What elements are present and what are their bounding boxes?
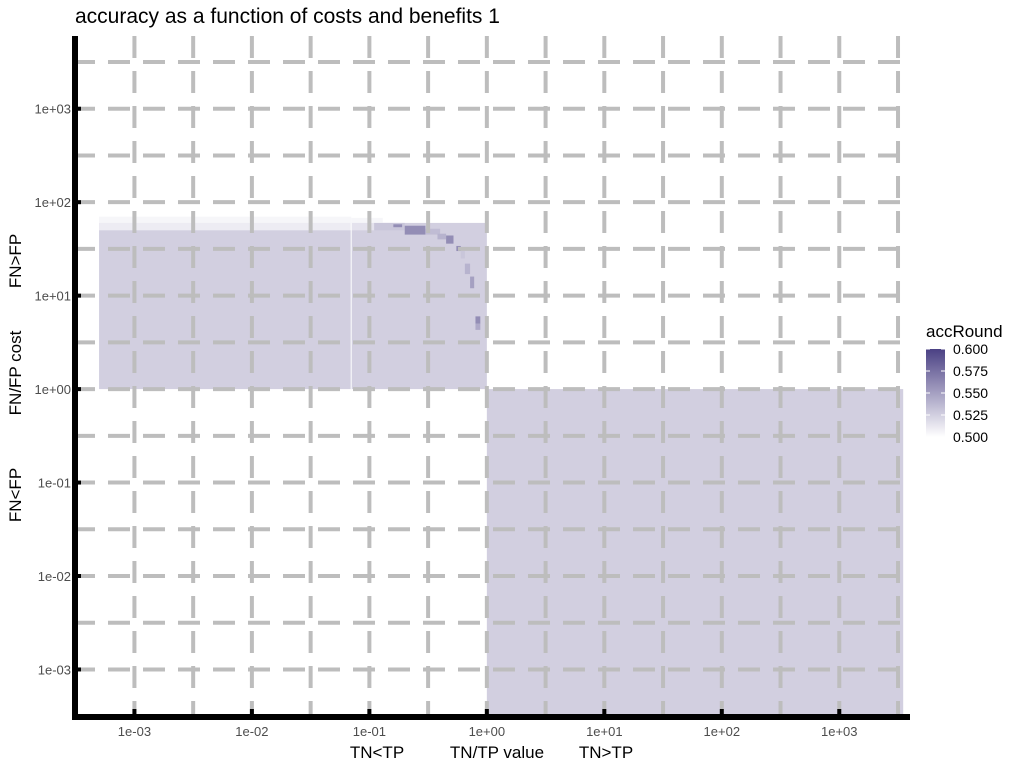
y-tick-label: 1e+03 — [34, 102, 71, 117]
y-axis-label-top: FN>FP — [6, 234, 25, 288]
x-axis-label-right: TN>TP — [579, 743, 633, 762]
x-axis-label-center: TN/TP value — [450, 743, 544, 762]
y-tick-label: 1e-01 — [38, 476, 71, 491]
x-tick-label: 1e+00 — [469, 724, 506, 739]
heatmap-cell-1 — [486, 389, 904, 715]
y-tick-label: 1e+01 — [34, 289, 71, 304]
legend-tick-label: 0.600 — [953, 341, 988, 357]
y-tick-label: 1e-03 — [38, 662, 71, 677]
heatmap-cell-6 — [374, 222, 405, 231]
heatmap-cell-17 — [475, 323, 481, 330]
legend-tick-label: 0.500 — [953, 429, 988, 445]
axes — [72, 36, 910, 720]
y-axis-label-bottom: FN<FP — [6, 468, 25, 522]
heatmap-cell-4 — [351, 217, 383, 223]
y-axis-label-center: FN/FP cost — [6, 330, 25, 415]
legend-tick-label: 0.575 — [953, 363, 988, 379]
heatmap-cell-5 — [351, 222, 375, 231]
heatmap-cell-3 — [99, 222, 352, 231]
y-tick-label: 1e+00 — [34, 382, 71, 397]
grid-lines — [73, 36, 910, 717]
heatmap-cell-9 — [425, 228, 441, 235]
heatmap-cell-11 — [446, 235, 454, 244]
heatmap-cell-7 — [393, 224, 403, 228]
legend-ticks: 0.600 0.575 0.550 0.525 0.500 — [926, 341, 988, 445]
heatmap-cell-13 — [460, 251, 465, 259]
x-tick-label: 1e+03 — [821, 724, 858, 739]
x-tick-label: 1e-03 — [118, 724, 151, 739]
x-tick-label: 1e+01 — [586, 724, 623, 739]
heatmap-cell-10 — [437, 233, 447, 240]
x-tick-label: 1e+02 — [704, 724, 741, 739]
x-tick-label: 1e-01 — [353, 724, 386, 739]
heatmap-cell-16 — [475, 316, 481, 324]
x-axis-label-left: TN<TP — [350, 743, 404, 762]
heatmap-cells — [99, 216, 904, 715]
y-tick-label: 1e-02 — [38, 569, 71, 584]
heatmap-cell-15 — [470, 276, 475, 289]
heatmap-cell-14 — [464, 263, 471, 275]
legend: accRound 0.600 0.575 0.550 0.525 0.500 — [926, 322, 1003, 445]
y-tick-label: 1e+02 — [34, 195, 71, 210]
x-tick-label: 1e-02 — [235, 724, 268, 739]
tick-labels: 1e-03 1e-02 1e-01 1e+00 1e+01 1e+02 1e+03 1e-03… — [34, 102, 857, 739]
heatmap-cell-2 — [99, 216, 352, 223]
chart-title: accuracy as a function of costs and bene… — [75, 5, 500, 28]
legend-tick-label: 0.550 — [953, 385, 988, 401]
heatmap-cell-8 — [404, 225, 426, 235]
legend-colorbar — [926, 349, 945, 437]
legend-title: accRound — [926, 322, 1003, 341]
legend-tick-label: 0.525 — [953, 407, 988, 423]
